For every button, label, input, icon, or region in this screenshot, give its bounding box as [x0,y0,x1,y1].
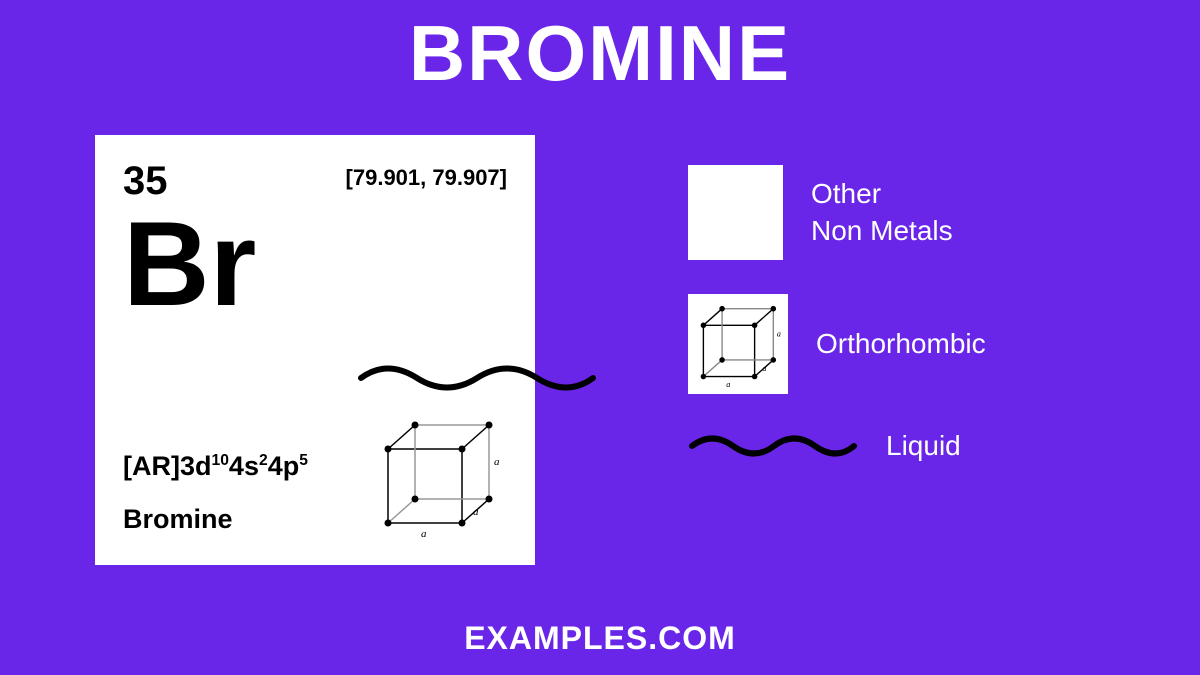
infographic-canvas: BROMINE 35 [79.901, 79.907] Br [0,0,1200,675]
svg-text:a: a [494,456,500,468]
econfig-shell-2: 4p [268,451,300,481]
svg-text:a: a [473,506,479,518]
element-title: BROMINE [0,8,1200,99]
category-swatch [688,165,783,260]
element-name: Bromine [123,504,233,535]
legend-category-row: Other Non Metals [688,165,986,260]
legend-crystal-row: a a a Orthorhombic [688,294,986,394]
econfig-sup-1: 2 [259,452,268,469]
crystal-structure-icon: a a a [373,411,503,541]
category-line1: Other [811,176,953,212]
category-label: Other Non Metals [811,176,953,249]
svg-text:a: a [421,528,427,540]
svg-text:a: a [726,380,730,389]
legend: Other Non Metals [688,165,986,498]
legend-state-row: Liquid [688,428,986,464]
crystal-label: Orthorhombic [816,326,986,362]
econfig-shell-1: 4s [229,451,259,481]
econfig-base: [AR] [123,451,180,481]
element-symbol: Br [123,210,507,318]
liquid-legend-icon [688,433,858,459]
atomic-mass-range: [79.901, 79.907] [346,165,507,191]
econfig-sup-0: 10 [212,452,229,469]
state-label: Liquid [886,428,961,464]
econfig-shell-0: 3d [180,451,212,481]
crystal-legend-icon: a a a [693,299,783,389]
electron-configuration: [AR]3d104s24p5 [123,451,308,482]
liquid-wave-icon [357,363,597,393]
svg-text:a: a [762,364,766,373]
footer-text: EXAMPLES.COM [0,620,1200,657]
element-card: 35 [79.901, 79.907] Br a a [95,135,535,565]
category-line2: Non Metals [811,213,953,249]
econfig-sup-2: 5 [299,452,308,469]
crystal-swatch: a a a [688,294,788,394]
svg-text:a: a [777,329,781,338]
